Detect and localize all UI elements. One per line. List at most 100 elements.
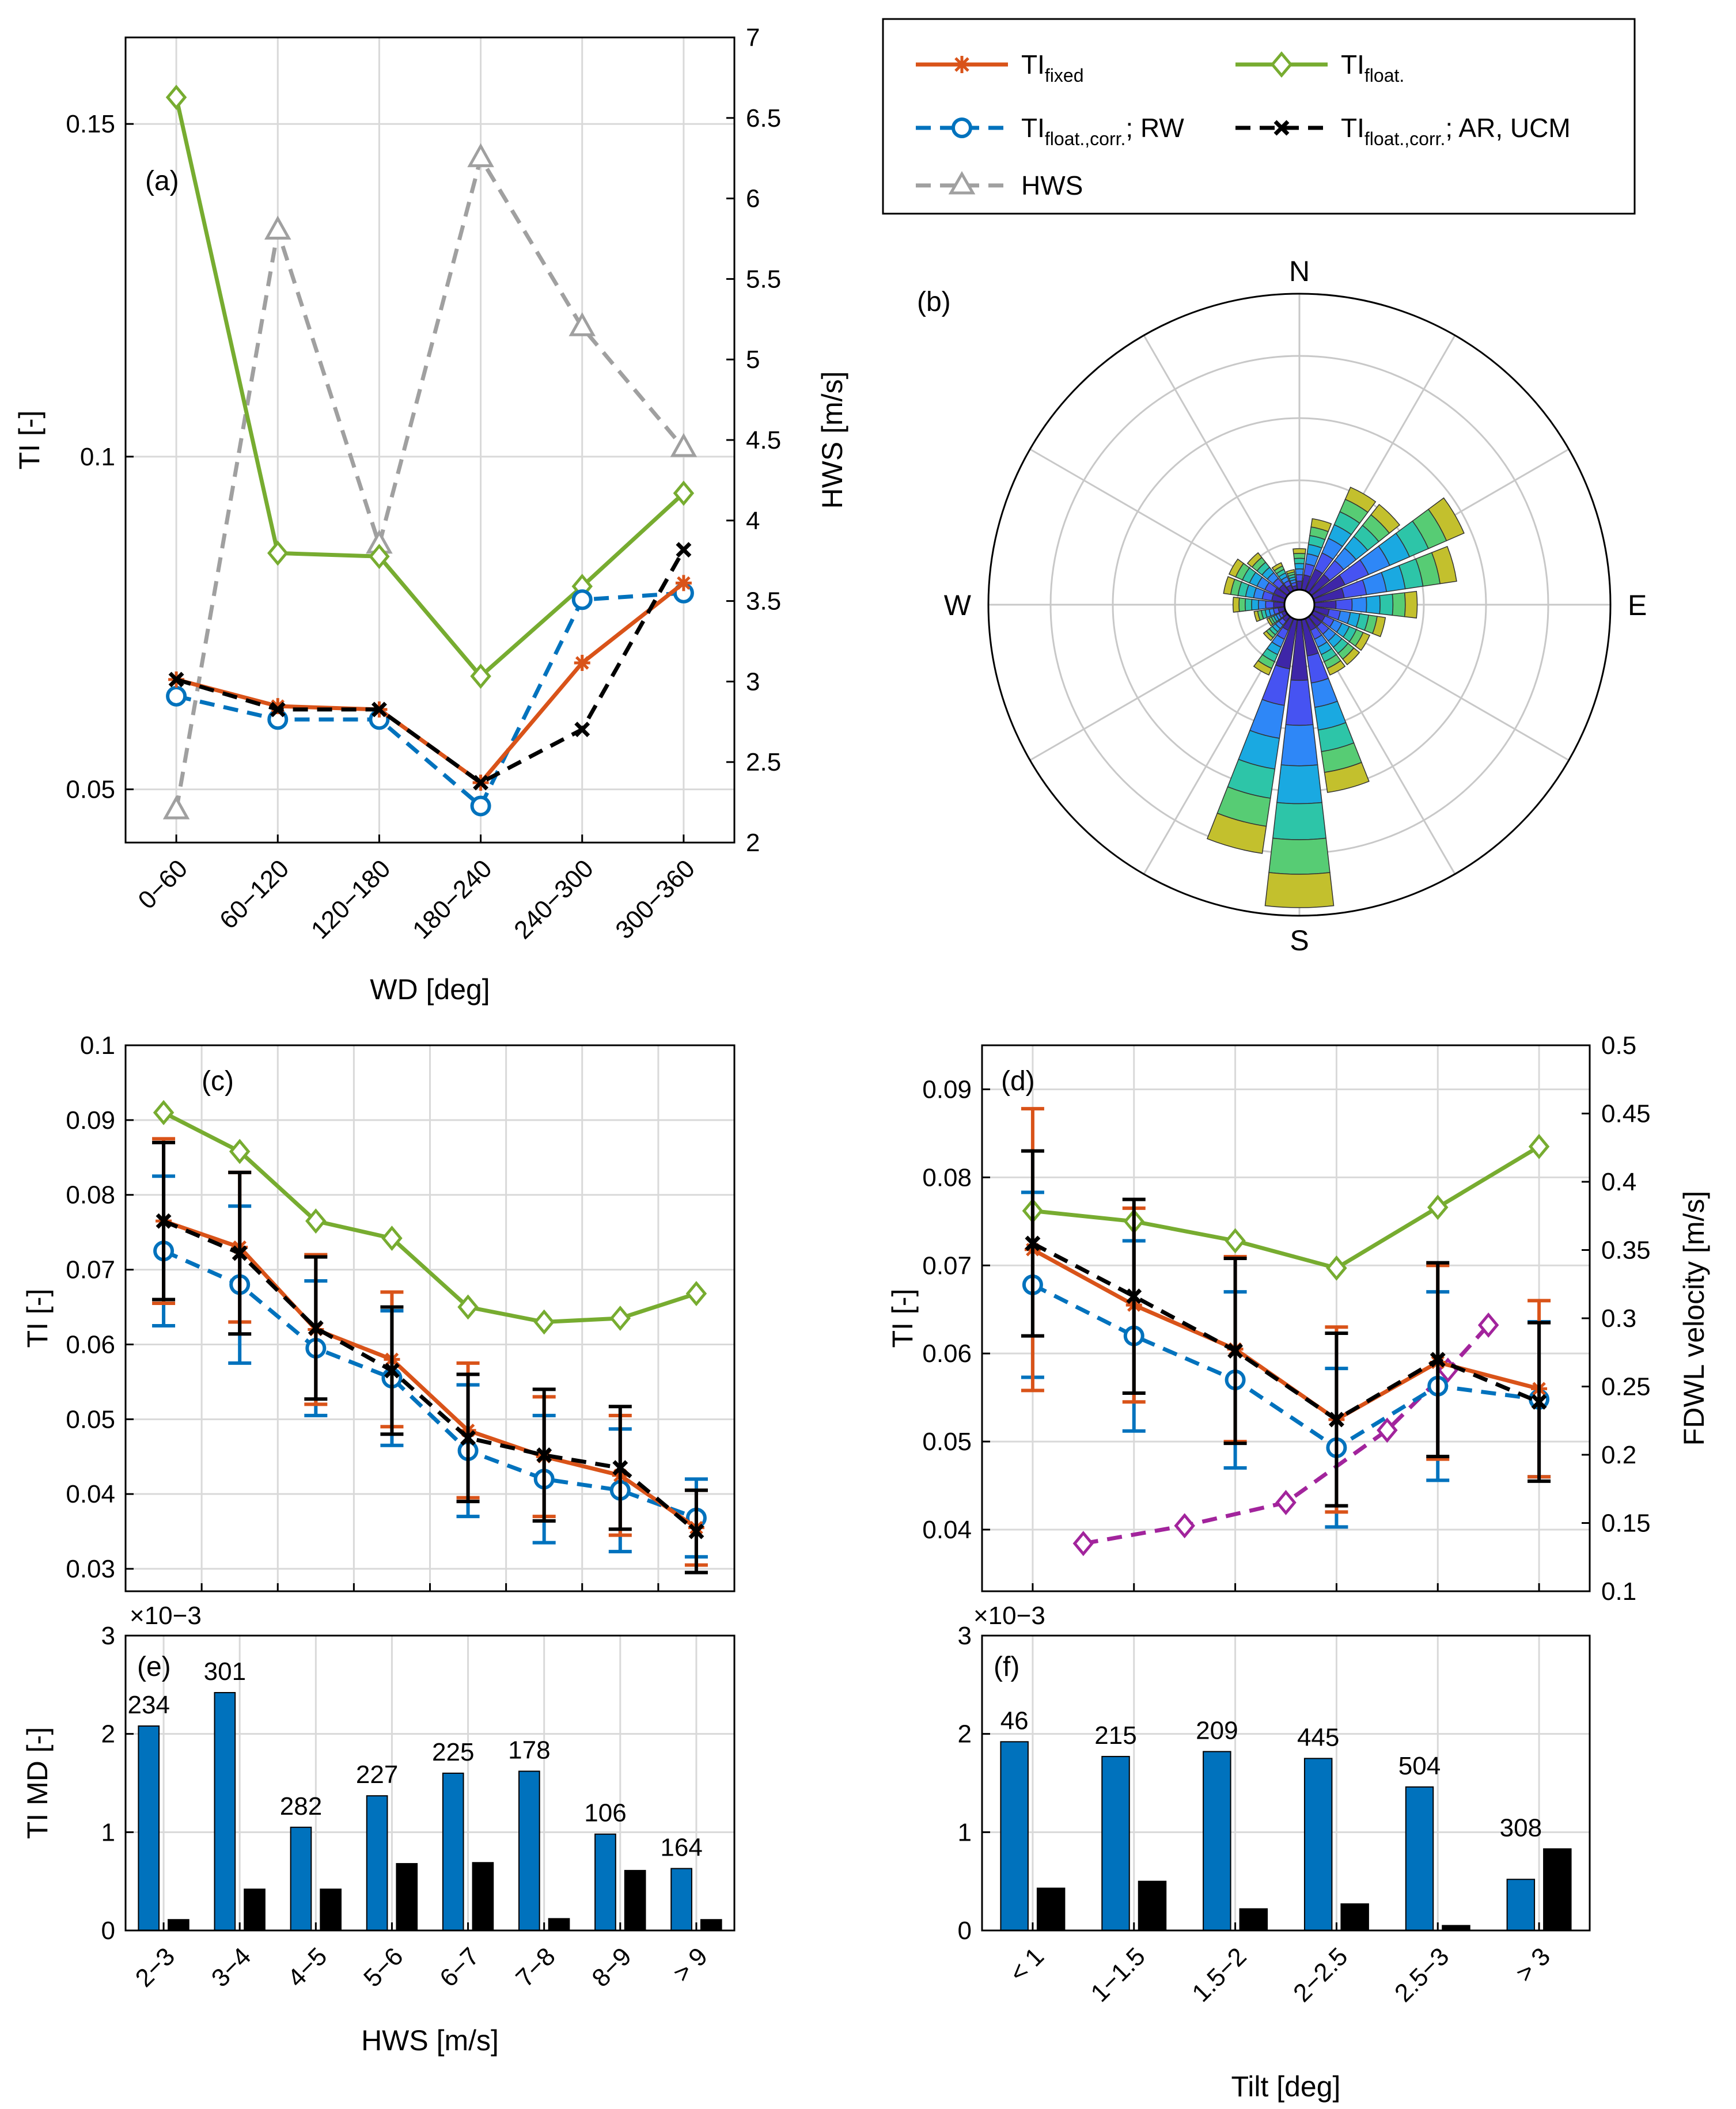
panel-c-line-ti-fixed [162,1219,698,1530]
panel-b-rose-segment [1245,598,1253,612]
panel-a-point-ti-float [165,85,187,110]
panel-d-point-fdwl [1477,1312,1499,1338]
panel-b-dir-e: E [1628,589,1647,621]
panel-d-point-fdwl [1174,1513,1195,1539]
panel-c-point-ti-float [153,1099,175,1125]
panel-a-ytick-right-label: 3 [746,667,760,696]
panel-d-ytick-label: 0.08 [922,1163,972,1192]
panel-d-point-ti-float [1225,1228,1246,1254]
panel-d-point-ti-corr-ar [1227,1343,1244,1359]
panel-d-ytick-right-label: 0.5 [1601,1031,1636,1060]
panel-b-rose-segment [1286,569,1295,575]
panel-a-ytick-label: 0.15 [66,110,115,138]
panel-f-yexp: ×10−3 [973,1602,1045,1630]
panel-b-rose-segment [1370,503,1401,534]
panel-e-bar-black [320,1888,342,1932]
panel-c-ytick-label: 0.1 [80,1031,115,1060]
panel-b-rose-segment [1335,598,1353,612]
panel-b-rose-segment [1431,545,1457,585]
panel-c-axes-frame [124,1044,736,1592]
panel-b-rose-segment [1295,574,1303,582]
legend-entry-ti-float: TIfloat. [1235,50,1404,86]
panel-d-ylabel: TI [-] [886,1289,919,1348]
panel-b-grid-spoke [1143,335,1301,605]
panel-f-count-label: 308 [1500,1814,1542,1842]
panel-c-ytick-label: 0.09 [66,1106,115,1135]
panel-c-ytick-label: 0.05 [66,1405,115,1433]
panel-c-line-ti-float [162,1110,698,1325]
panel-c-line-ti-corr-rw [162,1249,698,1520]
panel-b-dir-w: W [944,589,972,621]
panel-c-point-ti-float [305,1208,327,1234]
panel-a-line-ti-fixed [176,581,685,786]
panel-c-ytick-label: 0.08 [66,1181,115,1209]
panel-d-ytick-right-label: 0.25 [1601,1373,1651,1401]
panel-f-bar-blue [1303,1758,1333,1931]
panel-f-ytick-label: 2 [958,1720,972,1748]
panel-d-ytick-right-label: 0.45 [1601,1100,1651,1128]
panel-f-count-label: 445 [1297,1723,1339,1751]
panel-c-point-ti-corr-ar [688,1523,704,1539]
panel-e-xtick-label: 3−4 [206,1942,256,1992]
panel-e-count-label: 227 [356,1761,398,1789]
panel-f-bar-blue [1203,1751,1231,1932]
panel-b-rose-segment [1310,518,1332,532]
panel-d-point-ti-corr-ar [1531,1394,1547,1410]
panel-c-point-ti-float [533,1309,555,1335]
panel-a-line-ti-corr-ar [176,548,685,786]
panel-f-xtick-label: < 1 [1004,1942,1049,1987]
panel-e-count-label: 225 [432,1738,474,1766]
panel-c-point-ti-corr-ar [384,1363,400,1379]
legend-entry-ti-fixed: TIfixed [916,50,1083,86]
panel-a-point-ti-corr-ar [371,701,387,718]
panel-c-ytick-label: 0.07 [66,1256,115,1284]
panel-a-point-hws [568,312,596,336]
panel-a-point-ti-fixed [675,575,692,591]
panel-b-rose-segment [1266,617,1273,627]
panel-b-outer-ring [987,293,1612,917]
panel-b-rose-segment [1280,724,1318,767]
panel-e-count-label: 106 [584,1799,626,1827]
panel-d-point-ti-corr-ar [1328,1412,1344,1428]
panel-f-axes-frame [981,1634,1591,1932]
panel-d-ytick-right-label: 0.1 [1601,1577,1636,1606]
panel-a-line-ti-corr-rw [176,591,684,810]
panel-a-point-ti-float [470,663,491,689]
panel-f-bar-blue [1405,1786,1434,1931]
panel-e-bar-blue [518,1770,540,1932]
panel-e-ylabel: TI MD [-] [21,1727,54,1839]
panel-e-xtick-label: 8−9 [586,1942,636,1992]
panel-e-bar-black [396,1863,418,1932]
panel-b-rose-segment [1295,568,1304,575]
panel-a-point-hws [162,795,190,820]
panel-e-axes-frame [124,1634,736,1932]
panel-c-ylabel: TI [-] [21,1289,54,1348]
legend-label-ti-corr-rw: TIfloat.,corr.; RW [1021,113,1184,149]
panel-d-point-ti-float [1528,1133,1550,1159]
panel-b-rose-segment [1351,596,1367,613]
panel-b-rose-segment [1354,632,1371,651]
panel-b-rose-segment [1264,872,1335,908]
panel-c-point-ti-float [229,1139,251,1164]
panel-d-ytick-right-label: 0.2 [1601,1441,1636,1469]
panel-a-ytick-right-label: 2 [746,829,760,857]
panel-c-point-ti-corr-ar [156,1213,172,1229]
panel-d-point-fdwl [1275,1490,1297,1515]
panel-c-label: (c) [202,1066,234,1097]
panel-f-count-label: 504 [1398,1752,1441,1780]
panel-e-xtick-label: 5−6 [358,1942,408,1992]
panel-e-bar-black [624,1869,646,1931]
panel-d-ytick-label: 0.06 [922,1340,972,1368]
panel-b-rose-segment [1257,600,1267,610]
panel-e-ytick-label: 1 [101,1818,115,1846]
panel-b-rose-segment [1232,597,1240,613]
panel-a-ylabel: TI [-] [13,411,46,470]
panel-a-line-ti-float [174,97,685,680]
panel-f-bar-black [1036,1887,1066,1931]
panel-b-rose-segment [1324,761,1370,793]
panel-f-ytick-label: 0 [958,1917,972,1945]
panel-d-axes-frame [981,1044,1591,1592]
panel-e-count-label: 164 [660,1833,702,1861]
panel-d-point-fdwl [1377,1417,1398,1443]
legend-entry-ti-corr-ar: TIfloat.,corr.; AR, UCM [1235,113,1571,149]
